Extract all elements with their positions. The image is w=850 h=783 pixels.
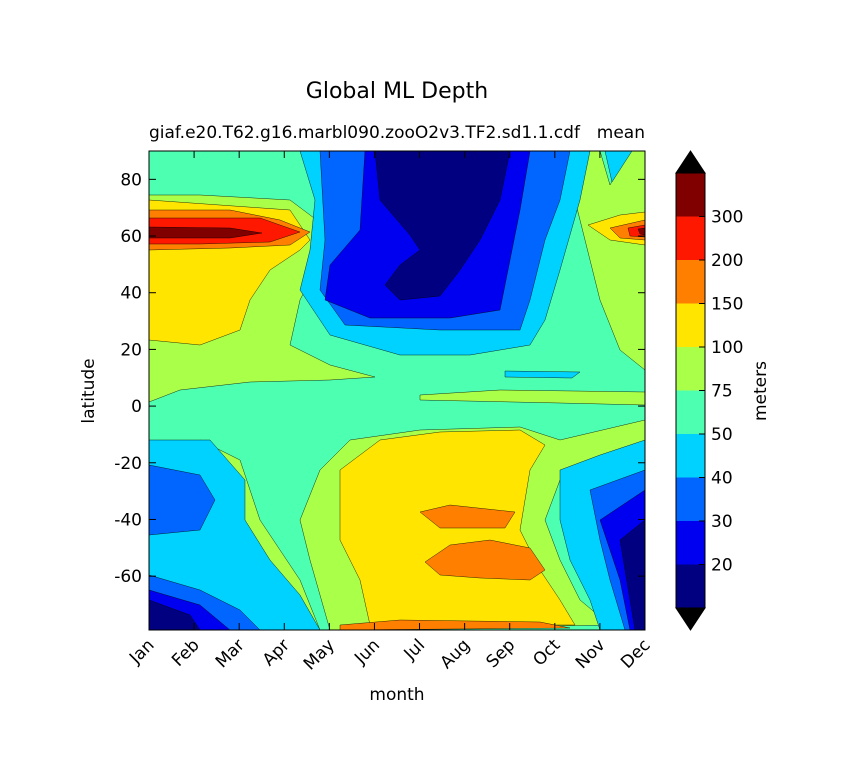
- subtitle-right: mean: [597, 123, 645, 143]
- contour-region: [574, 151, 645, 371]
- x-tick-label: May: [300, 635, 339, 674]
- contour-region: [419, 389, 645, 406]
- contour-region: [637, 227, 645, 236]
- contour-region: [619, 519, 645, 630]
- x-tick-label: Mar: [212, 635, 249, 672]
- contour-region: [504, 370, 581, 379]
- y-axis-label: latitude: [79, 358, 99, 423]
- x-axis-label: month: [369, 685, 424, 705]
- y-tick-label: 20: [120, 340, 142, 360]
- colorbar-tick-label: 20: [711, 556, 733, 576]
- colorbar-label: meters: [751, 361, 771, 421]
- y-tick-label: 80: [120, 170, 142, 190]
- x-tick-label: Nov: [572, 635, 610, 673]
- colorbar-swatch: [676, 390, 705, 434]
- colorbar-tick-label: 75: [711, 382, 733, 402]
- colorbar-swatch: [676, 216, 705, 260]
- colorbar-swatch: [676, 260, 705, 304]
- y-tick-label: -40: [114, 510, 142, 530]
- colorbar-tick-label: 50: [711, 425, 733, 445]
- colorbar-swatch: [676, 521, 705, 565]
- contour-region: [419, 504, 516, 529]
- colorbar-extend-min: [675, 607, 706, 631]
- contour-region: [149, 226, 263, 239]
- plot-frame: [148, 150, 646, 631]
- x-tick-label: Apr: [259, 635, 294, 670]
- contour-region: [374, 151, 511, 301]
- contour-region: [149, 599, 201, 630]
- x-tick-label: Feb: [168, 635, 203, 670]
- chart-title: Global ML Depth: [306, 79, 488, 104]
- contour-region: [424, 539, 546, 581]
- y-tick-label: -60: [114, 567, 142, 587]
- colorbar-swatch: [676, 303, 705, 347]
- x-tick-label: Dec: [617, 635, 654, 672]
- colorbar-tick-label: 40: [711, 469, 733, 489]
- colorbar-tick-label: 30: [711, 512, 733, 532]
- x-tick-label: Jul: [400, 635, 429, 664]
- y-tick-label: 0: [131, 397, 142, 417]
- colorbar-swatch: [676, 434, 705, 478]
- x-tick-label: Jan: [125, 635, 158, 668]
- contour-region: [604, 151, 633, 183]
- colorbar-tick-label: 150: [711, 295, 743, 315]
- contour-field: [149, 151, 645, 630]
- colorbar-swatch: [676, 173, 705, 217]
- x-tick-label: Jun: [350, 635, 384, 669]
- contour-region: [149, 464, 216, 536]
- x-tick-label: Aug: [437, 635, 475, 673]
- y-tick-label: 60: [120, 227, 142, 247]
- x-tick-label: Sep: [482, 635, 519, 672]
- y-tick-label: 40: [120, 284, 142, 304]
- colorbar-tick-label: 200: [711, 251, 743, 271]
- subtitle-left: giaf.e20.T62.g16.marbl090.zooO2v3.TF2.sd…: [149, 123, 581, 143]
- colorbar-swatch: [676, 347, 705, 391]
- x-tick-label: Oct: [529, 635, 564, 670]
- colorbar-extend-max: [675, 150, 706, 174]
- colorbar-tick-label: 300: [711, 208, 743, 228]
- colorbar-tick-label: 100: [711, 338, 743, 358]
- colorbar-swatch: [676, 477, 705, 521]
- y-tick-label: -20: [114, 454, 142, 474]
- colorbar-swatch: [676, 564, 705, 608]
